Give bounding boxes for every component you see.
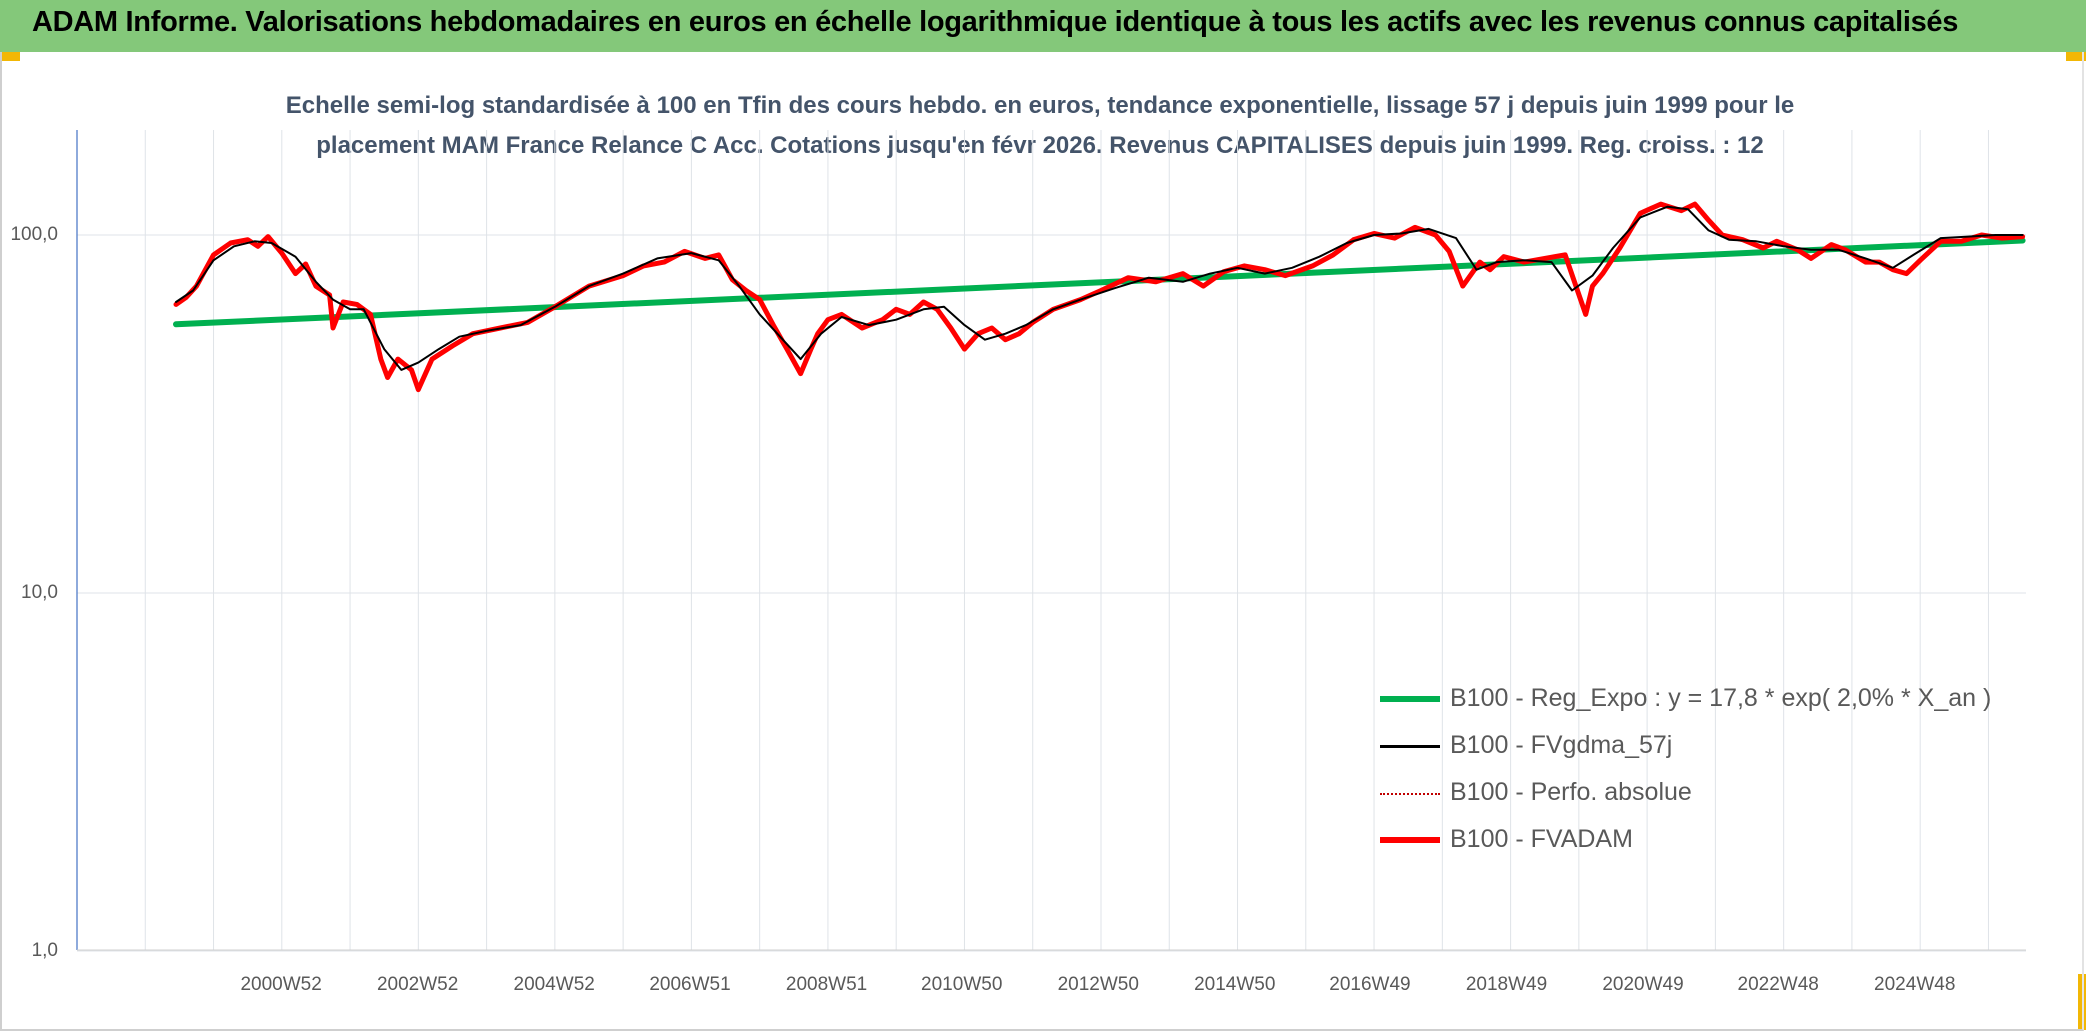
x-tick-label: 2020W49 (1602, 974, 1683, 995)
x-tick-label: 2008W51 (786, 974, 867, 995)
x-tick-label: 2014W50 (1194, 974, 1275, 995)
header-banner: ADAM Informe. Valorisations hebdomadaire… (0, 0, 2086, 52)
x-tick-label: 2012W50 (1058, 974, 1139, 995)
legend-label-reg-expo: B100 - Reg_Expo : y = 17,8 * exp( 2,0% *… (1450, 684, 1992, 712)
corner-mark-left (0, 52, 20, 61)
chart-title-line-2: placement MAM France Relance C Acc. Cota… (316, 132, 1764, 159)
y-tick-label-10: 10,0 (21, 582, 58, 603)
legend-label-fvgdma: B100 - FVgdma_57j (1450, 731, 1673, 759)
legend-swatch-perfo-absolue (1380, 793, 1440, 795)
x-tick-label: 2018W49 (1466, 974, 1547, 995)
x-tick-label: 2006W51 (649, 974, 730, 995)
x-tick-label: 2004W52 (514, 974, 595, 995)
chart-frame (0, 52, 2084, 1031)
chart-title-line-1: Echelle semi-log standardisée à 100 en T… (285, 92, 1795, 119)
series-line-reg-expo (173, 237, 2026, 328)
legend-swatch-fvgdma (1380, 745, 1440, 748)
x-tick-label: 2022W48 (1738, 974, 1819, 995)
legend-swatch-reg-expo (1380, 696, 1440, 702)
y-tick-label-100: 100,0 (10, 224, 58, 245)
legend-label-fvadam: B100 - FVADAM (1450, 825, 1633, 853)
chart-title: Echelle semi-log standardisée à 100 en T… (260, 86, 1820, 166)
report-title: ADAM Informe. Valorisations hebdomadaire… (32, 6, 1959, 38)
series-line-fvadam (173, 201, 2026, 393)
y-tick-label-1: 1,0 (31, 940, 58, 961)
series-line-fvgdma (175, 205, 2024, 371)
x-tick-label: 2010W50 (921, 974, 1002, 995)
legend-label-perfo-absolue: B100 - Perfo. absolue (1450, 778, 1692, 806)
corner-mark-right (2066, 52, 2086, 61)
legend-swatch-fvadam (1380, 837, 1440, 843)
x-tick-label: 2024W48 (1874, 974, 1955, 995)
x-tick-label: 2002W52 (377, 974, 458, 995)
x-tick-label: 2000W52 (240, 974, 321, 995)
x-tick-label: 2016W49 (1329, 974, 1410, 995)
